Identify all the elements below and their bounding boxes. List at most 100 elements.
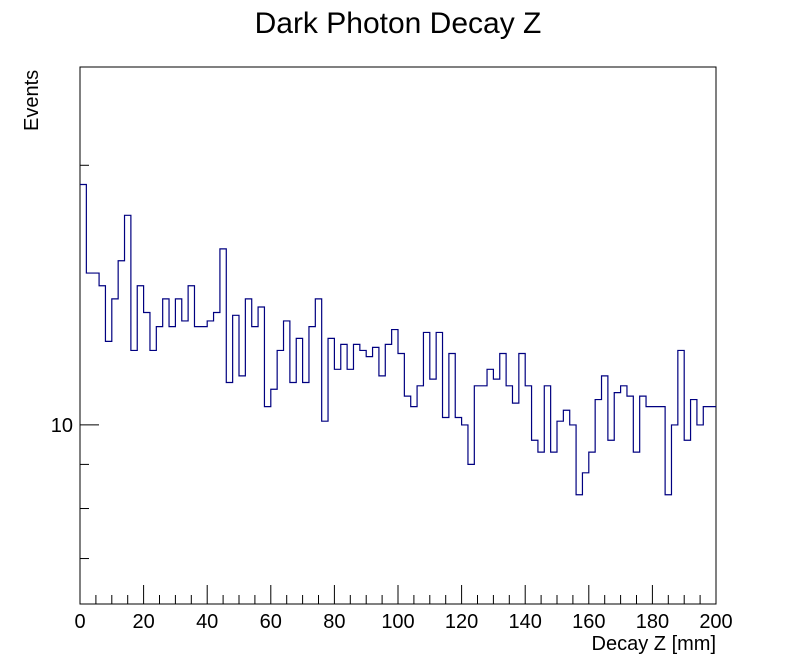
histogram-bin xyxy=(519,354,525,604)
histogram-bin xyxy=(303,382,309,604)
histogram-bin xyxy=(576,495,582,604)
histogram-bin xyxy=(328,338,334,604)
histogram-bin xyxy=(252,327,258,604)
histogram-bin xyxy=(118,261,124,604)
histogram-bin xyxy=(563,410,569,604)
histogram-bin xyxy=(93,273,99,604)
histogram-bin xyxy=(678,350,684,604)
x-tick-label: 180 xyxy=(636,611,669,633)
histogram-bin xyxy=(296,338,302,604)
histogram-bin xyxy=(659,407,665,604)
histogram-bin xyxy=(226,382,232,604)
chart-title: Dark Photon Decay Z xyxy=(255,7,542,40)
histogram-bin xyxy=(315,299,321,604)
histogram-bin xyxy=(411,407,417,604)
histogram-bin xyxy=(532,440,538,604)
histogram-bin xyxy=(182,321,188,604)
x-tick-label: 0 xyxy=(74,611,85,633)
histogram-bin xyxy=(487,369,493,604)
histogram-bin xyxy=(99,286,105,604)
histogram-bin xyxy=(125,215,131,604)
histogram-bin xyxy=(404,396,410,604)
histogram-bin xyxy=(373,347,379,604)
histogram-bin xyxy=(80,184,86,604)
histogram-bin xyxy=(570,425,576,604)
histogram-bin xyxy=(105,341,111,604)
histogram-bin xyxy=(614,393,620,604)
histogram-bin xyxy=(582,473,588,604)
histogram-bin xyxy=(137,286,143,604)
x-tick-label: 100 xyxy=(381,611,414,633)
histogram-bin xyxy=(627,396,633,604)
histogram-bin xyxy=(589,452,595,604)
histogram-bin xyxy=(277,350,283,604)
histogram-bin xyxy=(595,400,601,604)
histogram-bin xyxy=(646,407,652,604)
histogram-bin xyxy=(290,382,296,604)
x-tick-label: 20 xyxy=(132,611,154,633)
histogram-bin xyxy=(379,376,385,604)
histogram-bin xyxy=(697,425,703,604)
histogram-bin xyxy=(436,332,442,604)
histogram-bin xyxy=(245,299,251,604)
histogram-bin xyxy=(462,425,468,604)
histogram-bin xyxy=(194,327,200,604)
histogram-bin xyxy=(621,386,627,604)
histogram-bin xyxy=(449,354,455,604)
histogram-bin xyxy=(691,400,697,604)
histogram-bin xyxy=(112,299,118,604)
histogram-bin xyxy=(417,386,423,604)
x-tick-label: 200 xyxy=(699,611,732,633)
histogram-bin xyxy=(201,327,207,604)
histogram-bin xyxy=(341,344,347,604)
histogram-bin xyxy=(474,386,480,604)
histogram-bin xyxy=(264,407,270,604)
histogram-bin xyxy=(493,379,499,604)
histogram-bin xyxy=(398,354,404,604)
histogram-bin xyxy=(684,440,690,604)
histogram-bin xyxy=(506,386,512,604)
histogram-bin xyxy=(640,396,646,604)
histogram-bin xyxy=(309,327,315,604)
histogram-bin xyxy=(665,495,671,604)
histogram-bin xyxy=(188,286,194,604)
histogram-bin xyxy=(86,273,92,604)
histogram-bin xyxy=(430,379,436,604)
histogram-line xyxy=(80,183,716,496)
histogram-bin xyxy=(239,376,245,604)
x-tick-label: 60 xyxy=(260,611,282,633)
histogram-bin xyxy=(347,369,353,604)
x-tick-label: 80 xyxy=(323,611,345,633)
histogram-bin xyxy=(481,386,487,604)
histogram-bin xyxy=(233,315,239,604)
histogram-bin xyxy=(703,407,709,604)
histogram-bin xyxy=(557,421,563,604)
x-tick-label: 140 xyxy=(509,611,542,633)
histogram-bin xyxy=(423,332,429,604)
histogram-bin xyxy=(156,327,162,604)
histogram-bin xyxy=(500,354,506,604)
histogram-bin xyxy=(322,421,328,604)
histogram-bin xyxy=(271,389,277,604)
histogram-bin xyxy=(220,249,226,604)
axis-ticks xyxy=(79,164,717,604)
histogram-bin xyxy=(512,403,518,604)
histogram-bin xyxy=(525,386,531,604)
histogram-bin xyxy=(150,350,156,604)
x-tick-label: 120 xyxy=(445,611,478,633)
histogram-bin xyxy=(538,452,544,604)
histogram-bin xyxy=(608,440,614,604)
histogram-bin xyxy=(353,344,359,604)
histogram-bin xyxy=(334,369,340,604)
histogram-bin xyxy=(169,327,175,604)
histogram-bin xyxy=(131,350,137,604)
x-tick-label: 160 xyxy=(572,611,605,633)
histogram-bin xyxy=(652,407,658,604)
histogram-bin xyxy=(602,376,608,604)
histogram-bin xyxy=(163,299,169,604)
x-axis-label: Decay Z [mm] xyxy=(592,633,716,655)
histogram-bin xyxy=(366,357,372,604)
x-tick-label: 40 xyxy=(196,611,218,633)
histogram-bin xyxy=(258,307,264,604)
